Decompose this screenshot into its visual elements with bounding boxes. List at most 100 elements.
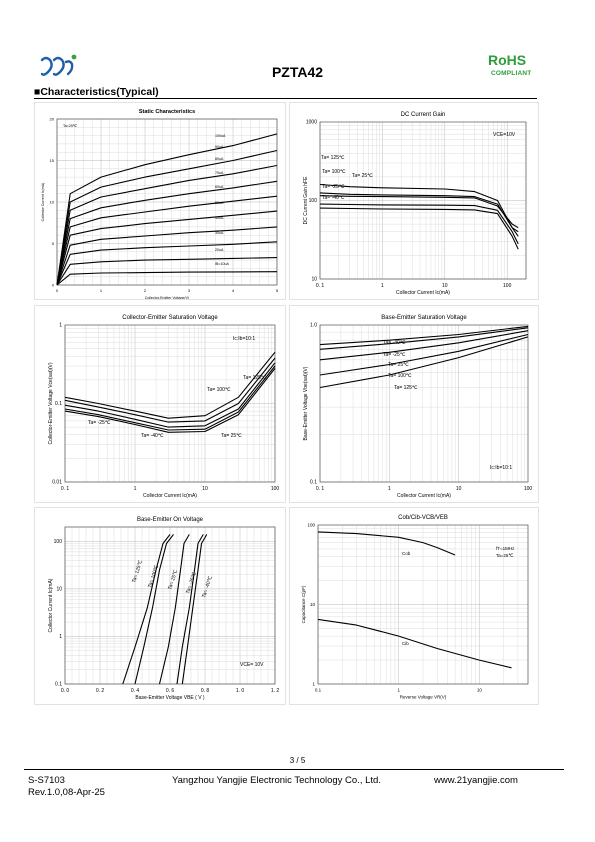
series-label: Ta= 125℃ — [394, 385, 418, 391]
series-label: Ta= -40℃ — [322, 195, 345, 201]
y-tick-label: 100 — [307, 523, 315, 528]
y-axis-label: DC Current Gain hFE — [303, 176, 309, 224]
chart-annotation: VCE= 10V — [240, 662, 264, 668]
rohs-compliant-label: COMPLIANT — [491, 70, 532, 77]
series-label: Ta= 25℃ — [352, 173, 373, 179]
x-tick-label: 1 — [381, 283, 384, 289]
x-tick-label: 1. 2 — [271, 688, 280, 694]
website-link[interactable]: www.21yangjie.com — [434, 775, 518, 786]
series-label: Ta= 100℃ — [322, 169, 346, 175]
series-line — [56, 271, 278, 286]
series-line — [56, 133, 278, 286]
series-label: Cib — [402, 641, 409, 646]
part-number-title: PZTA42 — [271, 64, 324, 80]
x-tick-label: 1 — [134, 486, 137, 492]
x-tick-label: 1 — [397, 688, 400, 693]
y-tick-label: 10 — [50, 199, 55, 204]
series-line — [319, 330, 529, 361]
series-label: Ta= -40℃ — [141, 433, 164, 439]
chart-title: Base-Emitter On Voltage — [137, 517, 204, 523]
series-label: Ta= 100℃ — [207, 387, 231, 393]
y-tick-label: 10 — [311, 277, 317, 283]
series-line — [64, 362, 276, 428]
y-tick-label: 1 — [59, 323, 62, 329]
chart-title: Base-Emitter Saturation Voltage — [381, 315, 467, 321]
plot-frame — [64, 526, 276, 685]
chart-annotation: fT=1MHz — [496, 546, 515, 551]
y-tick-label: 10 — [310, 602, 316, 607]
x-tick-label: 3 — [188, 288, 191, 293]
y-tick-label: 100 — [309, 198, 318, 204]
series-label: 100uA — [215, 134, 226, 138]
y-tick-label: 5 — [52, 241, 55, 246]
series-label: Ta= 25℃ — [221, 433, 242, 439]
series-line — [56, 180, 278, 286]
series-line — [319, 325, 529, 346]
series-label: Ta= 125℃ — [321, 155, 345, 161]
document-id: S-S7103 — [28, 775, 65, 786]
series-label: IB=10uA — [215, 262, 229, 266]
series-label: Ta= 125℃ — [243, 375, 267, 381]
series-label: 40uA — [215, 216, 224, 220]
rohs-badge: RoHS — [488, 52, 527, 68]
revision: Rev.1.0,08-Apr-25 — [28, 787, 105, 798]
y-axis-label: Collector Current Ic(mA) — [48, 578, 54, 632]
series-line — [56, 241, 278, 286]
series-label: Ta= -25℃ — [383, 352, 406, 358]
y-tick-label: 0.1 — [55, 682, 62, 688]
series-line — [64, 368, 276, 433]
y-tick-label: 0.01 — [52, 480, 62, 486]
chart-annotation: Ta=25℃ — [63, 124, 78, 128]
chart-vce-saturation: Collector-Emitter Saturation Voltage 0. 1… — [34, 305, 286, 503]
series-line — [319, 327, 529, 350]
series-label: Ta= 125℃ — [131, 559, 144, 584]
series-line — [56, 226, 278, 286]
x-tick-label: 100 — [503, 283, 512, 289]
page-number: 3 / 5 — [289, 756, 306, 765]
series-label: Ta= -25℃ — [88, 420, 111, 426]
series-line — [56, 195, 278, 286]
chart-title: Collector-Emitter Saturation Voltage — [122, 315, 218, 321]
chart-annotation: Ic:Ib=10:1 — [490, 465, 512, 471]
series-label: 20uA — [215, 248, 224, 252]
x-tick-label: 0.1 — [315, 688, 322, 693]
chart-title: Cob/Cib-VCB/VEB — [398, 515, 448, 521]
x-tick-label: 1 — [100, 288, 103, 293]
y-tick-label: 0.1 — [310, 480, 317, 486]
series-line — [64, 351, 276, 419]
chart-capacitance: Cob/Cib-VCB/VEB 0.1 1 10 1 10 100 Reverse Volta… — [289, 507, 539, 705]
x-tick-label: 1. 0 — [236, 688, 245, 694]
series-label: 30uA — [215, 231, 224, 235]
series-label: Ta= 25℃ — [388, 362, 409, 368]
chart-title: DC Current Gain — [401, 112, 446, 118]
x-axis-label: Collector Current Ic(mA) — [143, 493, 197, 499]
chart-dc-current-gain: DC Current Gain 0. 1 1 10 100 10 100 1000 Collec… — [289, 102, 539, 300]
x-axis-label: Collector-Emitter Voltage(V) — [145, 296, 190, 299]
plot-frame — [319, 121, 527, 280]
x-tick-label: 100 — [271, 486, 280, 492]
chart-vbe-on: Base-Emitter On Voltage 0. 0 0. 2 0. 4 0. 6 0… — [34, 507, 286, 705]
x-axis-label: Collector Current Ic(mA) — [397, 493, 451, 499]
series-label: Ta= 100℃ — [388, 373, 412, 379]
y-tick-label: 0.1 — [55, 401, 62, 407]
series-line — [319, 203, 519, 245]
x-tick-label: 1 — [388, 486, 391, 492]
x-tick-label: 2 — [144, 288, 147, 293]
y-tick-label: 1 — [59, 634, 62, 640]
series-line — [317, 531, 456, 556]
chart-annotation: VCE=10V — [493, 132, 516, 138]
x-tick-label: 10 — [202, 486, 208, 492]
x-tick-label: 0 — [56, 288, 59, 293]
series-label: Ta= -25℃ — [322, 184, 345, 190]
series-label: 70uA — [215, 171, 224, 175]
series-line — [56, 257, 278, 286]
x-tick-label: 0. 1 — [316, 283, 325, 289]
y-tick-label: 1 — [312, 682, 315, 687]
y-tick-label: 10 — [56, 587, 62, 593]
chart-annotation: Ic:Ib=10:1 — [233, 336, 255, 342]
x-tick-label: 4 — [232, 288, 235, 293]
x-axis-label: Base-Emitter Voltage VBE ( V ) — [135, 695, 205, 701]
x-tick-label: 0. 2 — [96, 688, 105, 694]
series-line — [319, 336, 529, 389]
series-line — [176, 534, 204, 685]
